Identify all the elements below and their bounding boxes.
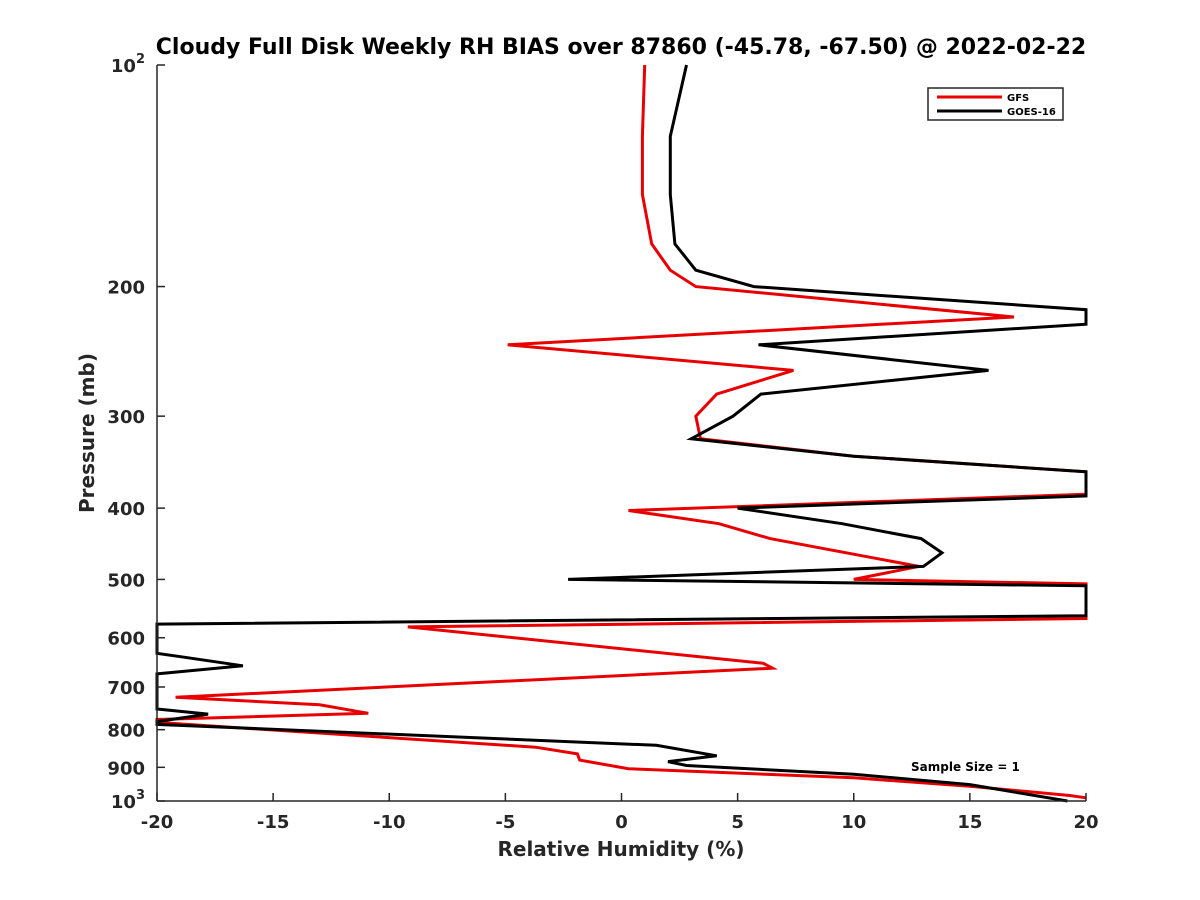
y-tick-label: 102 bbox=[111, 52, 145, 77]
x-tick-label: 5 bbox=[731, 812, 744, 833]
plot-area bbox=[157, 65, 1086, 801]
series-line-gfs bbox=[155, 64, 1088, 800]
legend-box bbox=[927, 87, 1064, 121]
x-tick-label: -15 bbox=[257, 812, 290, 833]
y-tick-label: 900 bbox=[107, 758, 145, 779]
legend-label-goes16: GOES-16 bbox=[1007, 107, 1056, 118]
y-tick-label: 200 bbox=[107, 278, 145, 299]
y-tick-label: 400 bbox=[107, 499, 145, 520]
y-tick-label: 103 bbox=[111, 788, 145, 813]
y-tick-label: 500 bbox=[107, 570, 145, 591]
x-tick-label: -5 bbox=[495, 812, 515, 833]
y-tick-label: 300 bbox=[107, 407, 145, 428]
chart-title: Cloudy Full Disk Weekly RH BIAS over 878… bbox=[156, 35, 1086, 60]
x-tick-label: -10 bbox=[373, 812, 406, 833]
tick-layer: -20 -15 -10 -5 0 5 10 15 20 102 200 300 400 500 600 700… bbox=[107, 52, 1098, 833]
legend-label-gfs: GFS bbox=[1007, 93, 1029, 104]
y-tick-label: 600 bbox=[107, 629, 145, 650]
x-tick-label: 0 bbox=[615, 812, 628, 833]
x-axis-label: Relative Humidity (%) bbox=[497, 837, 744, 861]
y-tick-label: 700 bbox=[107, 678, 145, 699]
series-layer bbox=[155, 64, 1088, 803]
series-line-goes16 bbox=[155, 64, 1088, 803]
x-tick-label: 20 bbox=[1073, 812, 1098, 833]
x-tick-label: 15 bbox=[957, 812, 982, 833]
y-tick-label: 800 bbox=[107, 721, 145, 742]
legend: GFS GOES-16 bbox=[927, 87, 1064, 121]
sample-size-annotation: Sample Size = 1 bbox=[911, 760, 1020, 774]
x-tick-label: -20 bbox=[141, 812, 174, 833]
x-tick-label: 10 bbox=[841, 812, 866, 833]
y-axis-label: Pressure (mb) bbox=[75, 353, 99, 513]
